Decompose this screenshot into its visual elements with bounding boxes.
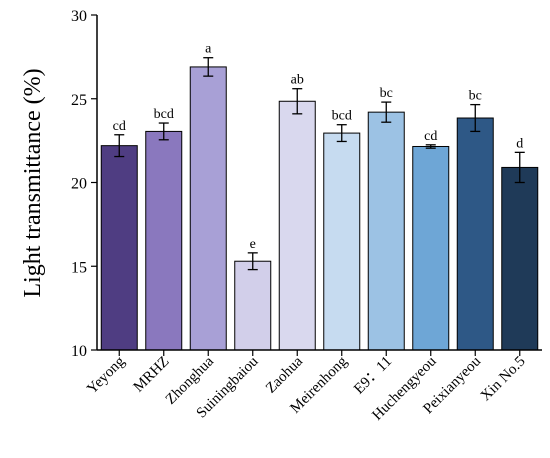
significance-label: bcd — [332, 109, 352, 124]
significance-label: e — [250, 237, 256, 252]
bar — [323, 132, 361, 351]
significance-label: ab — [291, 73, 304, 88]
bar — [412, 145, 450, 351]
category-label: Zaohua — [263, 353, 306, 396]
y-tick-label: 20 — [71, 176, 87, 193]
category-label: Xin No.5 — [478, 354, 529, 405]
y-tick-label: 30 — [71, 8, 87, 25]
significance-label: bc — [380, 86, 393, 101]
category-label: MRHZ — [131, 354, 173, 396]
significance-label: cd — [113, 119, 126, 134]
y-tick-label: 10 — [71, 343, 87, 360]
bar — [367, 111, 405, 351]
significance-label: cd — [424, 129, 437, 144]
bar — [501, 166, 539, 351]
category-label: E9：11 — [351, 354, 395, 398]
significance-label: a — [205, 42, 212, 57]
bar — [100, 145, 138, 351]
significance-label: bc — [469, 89, 482, 104]
significance-label: bcd — [154, 107, 174, 122]
y-axis-label: Light transmittance (%) — [20, 68, 46, 297]
significance-label: d — [516, 136, 523, 151]
y-tick-label: 15 — [71, 259, 87, 276]
bar — [278, 100, 316, 351]
plot-area: 1015202530cdYeyongbcdMRHZaZhonghuaeSuini… — [71, 8, 542, 424]
bar — [145, 130, 183, 351]
bar — [234, 260, 272, 351]
category-label: Yeyong — [84, 353, 128, 397]
y-tick-label: 25 — [71, 92, 87, 109]
bar — [189, 66, 227, 351]
bar — [456, 117, 494, 351]
